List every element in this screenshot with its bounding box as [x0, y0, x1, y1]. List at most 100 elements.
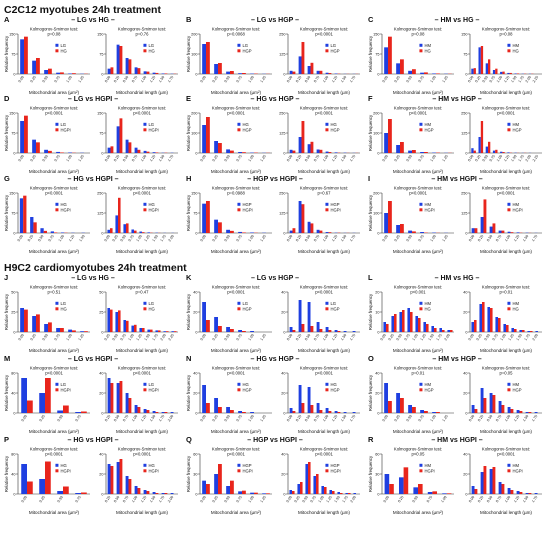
bar-area-hm-0: [384, 133, 388, 153]
bar-area-hgpi-1: [400, 224, 404, 233]
bar-length-lg-2: [307, 66, 311, 74]
legend-label-hgpi: HGPI: [512, 468, 522, 473]
section-title-c2c12: C2C12 myotubes 24h treatment: [4, 4, 161, 16]
x-tick-label: 1.25: [149, 154, 156, 162]
x-axis-label: Mitochondrial area (µm²): [29, 249, 80, 254]
legend-swatch-hgp: [325, 307, 329, 311]
legend-label-hgp: HGP: [424, 127, 433, 132]
x-axis-label: Mitochondrial area (µm²): [211, 429, 262, 434]
x-tick-label: 1.25: [442, 154, 449, 162]
x-axis-label: Mitochondrial area (µm²): [29, 348, 80, 353]
x-tick-label: 0.75: [313, 414, 320, 422]
bar-length-hm-7: [527, 331, 530, 332]
bar-length-lg-1: [116, 126, 120, 153]
x-tick-label: 2.00: [160, 333, 167, 341]
x-tick-label: 1.50: [340, 154, 347, 162]
bar-length-hg-5: [509, 72, 512, 74]
bar-length-hgpi-4: [328, 232, 332, 233]
bar-length-hm-4: [500, 151, 503, 153]
bar-area-hg-3: [238, 411, 242, 413]
x-tick-label: 1.00: [412, 333, 419, 341]
bar-area-hgp-5: [262, 493, 266, 494]
legend-swatch-hgp: [237, 49, 241, 53]
y-tick-label: 0: [465, 73, 467, 77]
bar-length-hgpi-3: [501, 484, 505, 494]
panel-comparison-k: – LG vs HGP –: [251, 275, 299, 282]
x-axis-label: Mitochondrial area (µm²): [29, 429, 80, 434]
legend-label-hgpi: HGPI: [148, 207, 158, 212]
x-tick-label: 0.75: [236, 333, 243, 341]
bar-area-hm-2: [399, 312, 402, 332]
bar-length-lg-6: [161, 412, 165, 413]
ks-test-label: Kolmogorov-Smirnov test:: [212, 285, 260, 290]
bar-area-hm-0: [384, 213, 388, 233]
bar-area-lg-0: [21, 378, 27, 413]
bar-length-hg-5: [334, 152, 338, 153]
legend-label-lg: LG: [148, 43, 154, 48]
bar-length-hgpi-2: [310, 223, 314, 233]
bar-length-hgp-5: [519, 411, 523, 413]
x-tick-label: 1.00: [66, 154, 73, 162]
x-tick-label: 1.00: [128, 333, 135, 341]
bar-area-hg-0: [19, 198, 24, 233]
ks-test-label: Kolmogorov-Smirnov test:: [30, 285, 78, 290]
x-tick-label: 2.00: [532, 333, 539, 341]
legend-label-hg: HG: [60, 463, 66, 468]
bar-length-hg-0: [473, 68, 476, 74]
bar-length-hgpi-0: [110, 228, 113, 233]
bar-area-lg-1: [32, 60, 36, 74]
bar-area-hg-3: [75, 493, 81, 494]
x-tick-label: 0.00: [104, 234, 111, 242]
bar-area-hgp-2: [230, 329, 234, 332]
ks-test-label: Kolmogorov-Smirnov test:: [300, 27, 348, 32]
legend-label-hgp: HGP: [330, 127, 339, 132]
legend-label-hgpi: HGPI: [424, 468, 434, 473]
y-tick-label: 60: [375, 453, 379, 457]
legend-label-hm: HM: [512, 122, 519, 127]
bar-length-lg-2: [125, 393, 129, 413]
y-tick-label: 0: [283, 73, 285, 77]
x-tick-label: 0.50: [482, 75, 489, 83]
x-tick-label: 0.25: [104, 495, 111, 503]
y-tick-label: 0: [195, 73, 197, 77]
x-axis-label: Mitochondrial length (µm): [480, 510, 532, 515]
y-tick-label: 75: [11, 212, 15, 216]
bar-length-hgp-5: [337, 412, 341, 413]
legend-swatch-lg: [55, 301, 59, 305]
bar-length-hgpi-6: [340, 493, 343, 494]
x-tick-label: 2.00: [168, 234, 175, 242]
bar-area-hgp-0: [206, 403, 210, 413]
x-tick-label: 1.50: [428, 333, 435, 341]
x-tick-label: 0.50: [120, 234, 127, 242]
bar-length-hm-5: [516, 491, 520, 494]
panel-comparison-h: – HGP vs HGPI –: [247, 176, 303, 183]
x-tick-label: 0.75: [122, 495, 129, 503]
bar-area-hg-1: [214, 398, 218, 413]
bar-area-lg-2: [226, 71, 230, 74]
bar-area-hgp-0: [206, 42, 210, 74]
x-axis-label: Mitochondrial area (µm²): [393, 510, 444, 515]
x-tick-label: 1.00: [140, 154, 147, 162]
bar-length-lg-7: [170, 412, 174, 413]
legend-swatch-lg: [237, 301, 241, 305]
ks-test-label: Kolmogorov-Smirnov test:: [482, 366, 530, 371]
bar-area-hg-2: [226, 407, 230, 413]
y-tick-label: 40: [193, 372, 197, 376]
x-tick-label: 0.50: [224, 75, 231, 83]
legend-label-lg: LG: [60, 301, 66, 306]
legend-swatch-hm: [419, 463, 423, 467]
bar-length-hg-3: [498, 318, 501, 332]
bar-length-hgp-3: [319, 410, 323, 413]
legend-swatch-hgpi: [55, 128, 59, 132]
x-axis-label: Mitochondrial area (µm²): [211, 90, 262, 95]
x-tick-label: 0.75: [426, 495, 433, 503]
bar-length-hgp-3: [501, 405, 505, 413]
ks-test-label: Kolmogorov-Smirnov test:: [30, 106, 78, 111]
x-tick-label: 1.75: [436, 333, 443, 341]
bar-area-lg-0: [202, 44, 206, 74]
bar-length-hgp-0: [292, 411, 296, 413]
x-tick-label: 1.00: [496, 75, 503, 83]
bar-area-hg-3: [50, 231, 54, 233]
x-tick-label: 1.50: [510, 75, 517, 83]
panel-letter-a: A: [4, 15, 10, 24]
